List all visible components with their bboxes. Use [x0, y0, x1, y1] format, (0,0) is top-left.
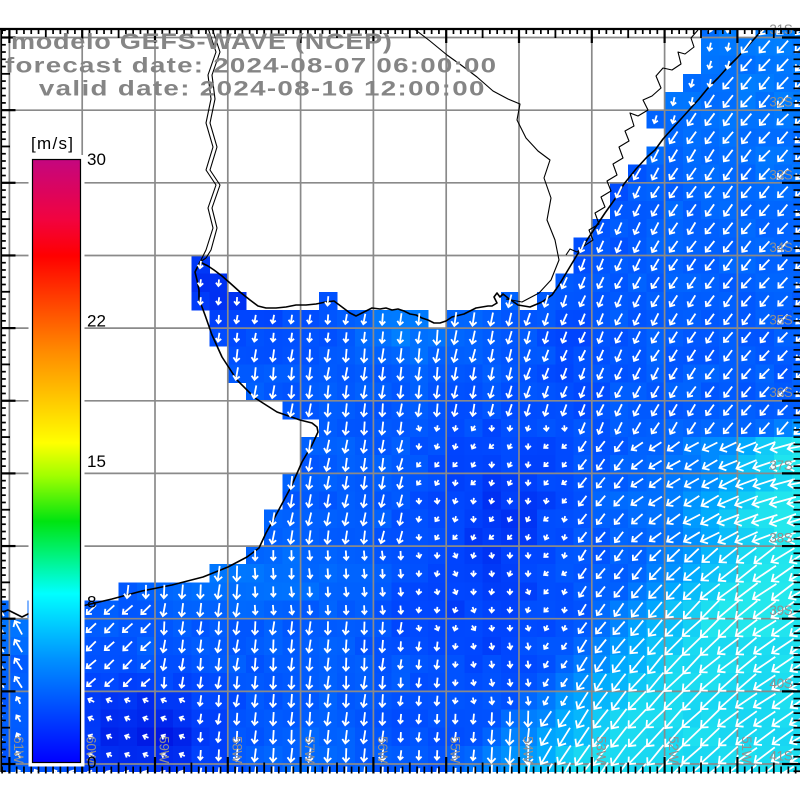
svg-text:58W: 58W	[229, 736, 244, 763]
svg-text:60W: 60W	[84, 736, 99, 763]
svg-text:55W: 55W	[448, 736, 463, 763]
svg-text:33S: 33S	[769, 167, 792, 182]
svg-text:34S: 34S	[769, 240, 792, 255]
svg-text:53W: 53W	[593, 736, 608, 763]
svg-text:52W: 52W	[666, 736, 681, 763]
svg-text:37S: 37S	[769, 458, 792, 473]
svg-text:38S: 38S	[769, 531, 792, 546]
svg-text:61W: 61W	[11, 736, 26, 763]
svg-text:forecast date: 2024-08-07 06:0: forecast date: 2024-08-07 06:00:00	[5, 55, 497, 78]
svg-text:59W: 59W	[157, 736, 172, 763]
svg-text:22: 22	[87, 311, 106, 330]
svg-text:56W: 56W	[375, 736, 390, 763]
svg-text:[m/s]: [m/s]	[31, 134, 74, 153]
svg-text:0: 0	[87, 753, 96, 772]
svg-text:54W: 54W	[521, 736, 536, 763]
svg-text:30: 30	[87, 150, 106, 169]
svg-text:modelo GEFS-WAVE (NCEP): modelo GEFS-WAVE (NCEP)	[11, 30, 393, 54]
svg-text:36S: 36S	[769, 385, 792, 400]
svg-text:41S: 41S	[769, 749, 792, 764]
svg-text:8: 8	[87, 592, 96, 611]
svg-text:15: 15	[87, 452, 106, 471]
svg-text:39S: 39S	[769, 603, 792, 618]
svg-text:51W: 51W	[739, 736, 754, 763]
svg-text:57W: 57W	[302, 736, 317, 763]
svg-text:40S: 40S	[769, 676, 792, 691]
svg-text:valid date: 2024-08-16 12:00:0: valid date: 2024-08-16 12:00:00	[39, 78, 486, 101]
svg-text:32S: 32S	[769, 95, 792, 110]
svg-text:35S: 35S	[769, 313, 792, 328]
